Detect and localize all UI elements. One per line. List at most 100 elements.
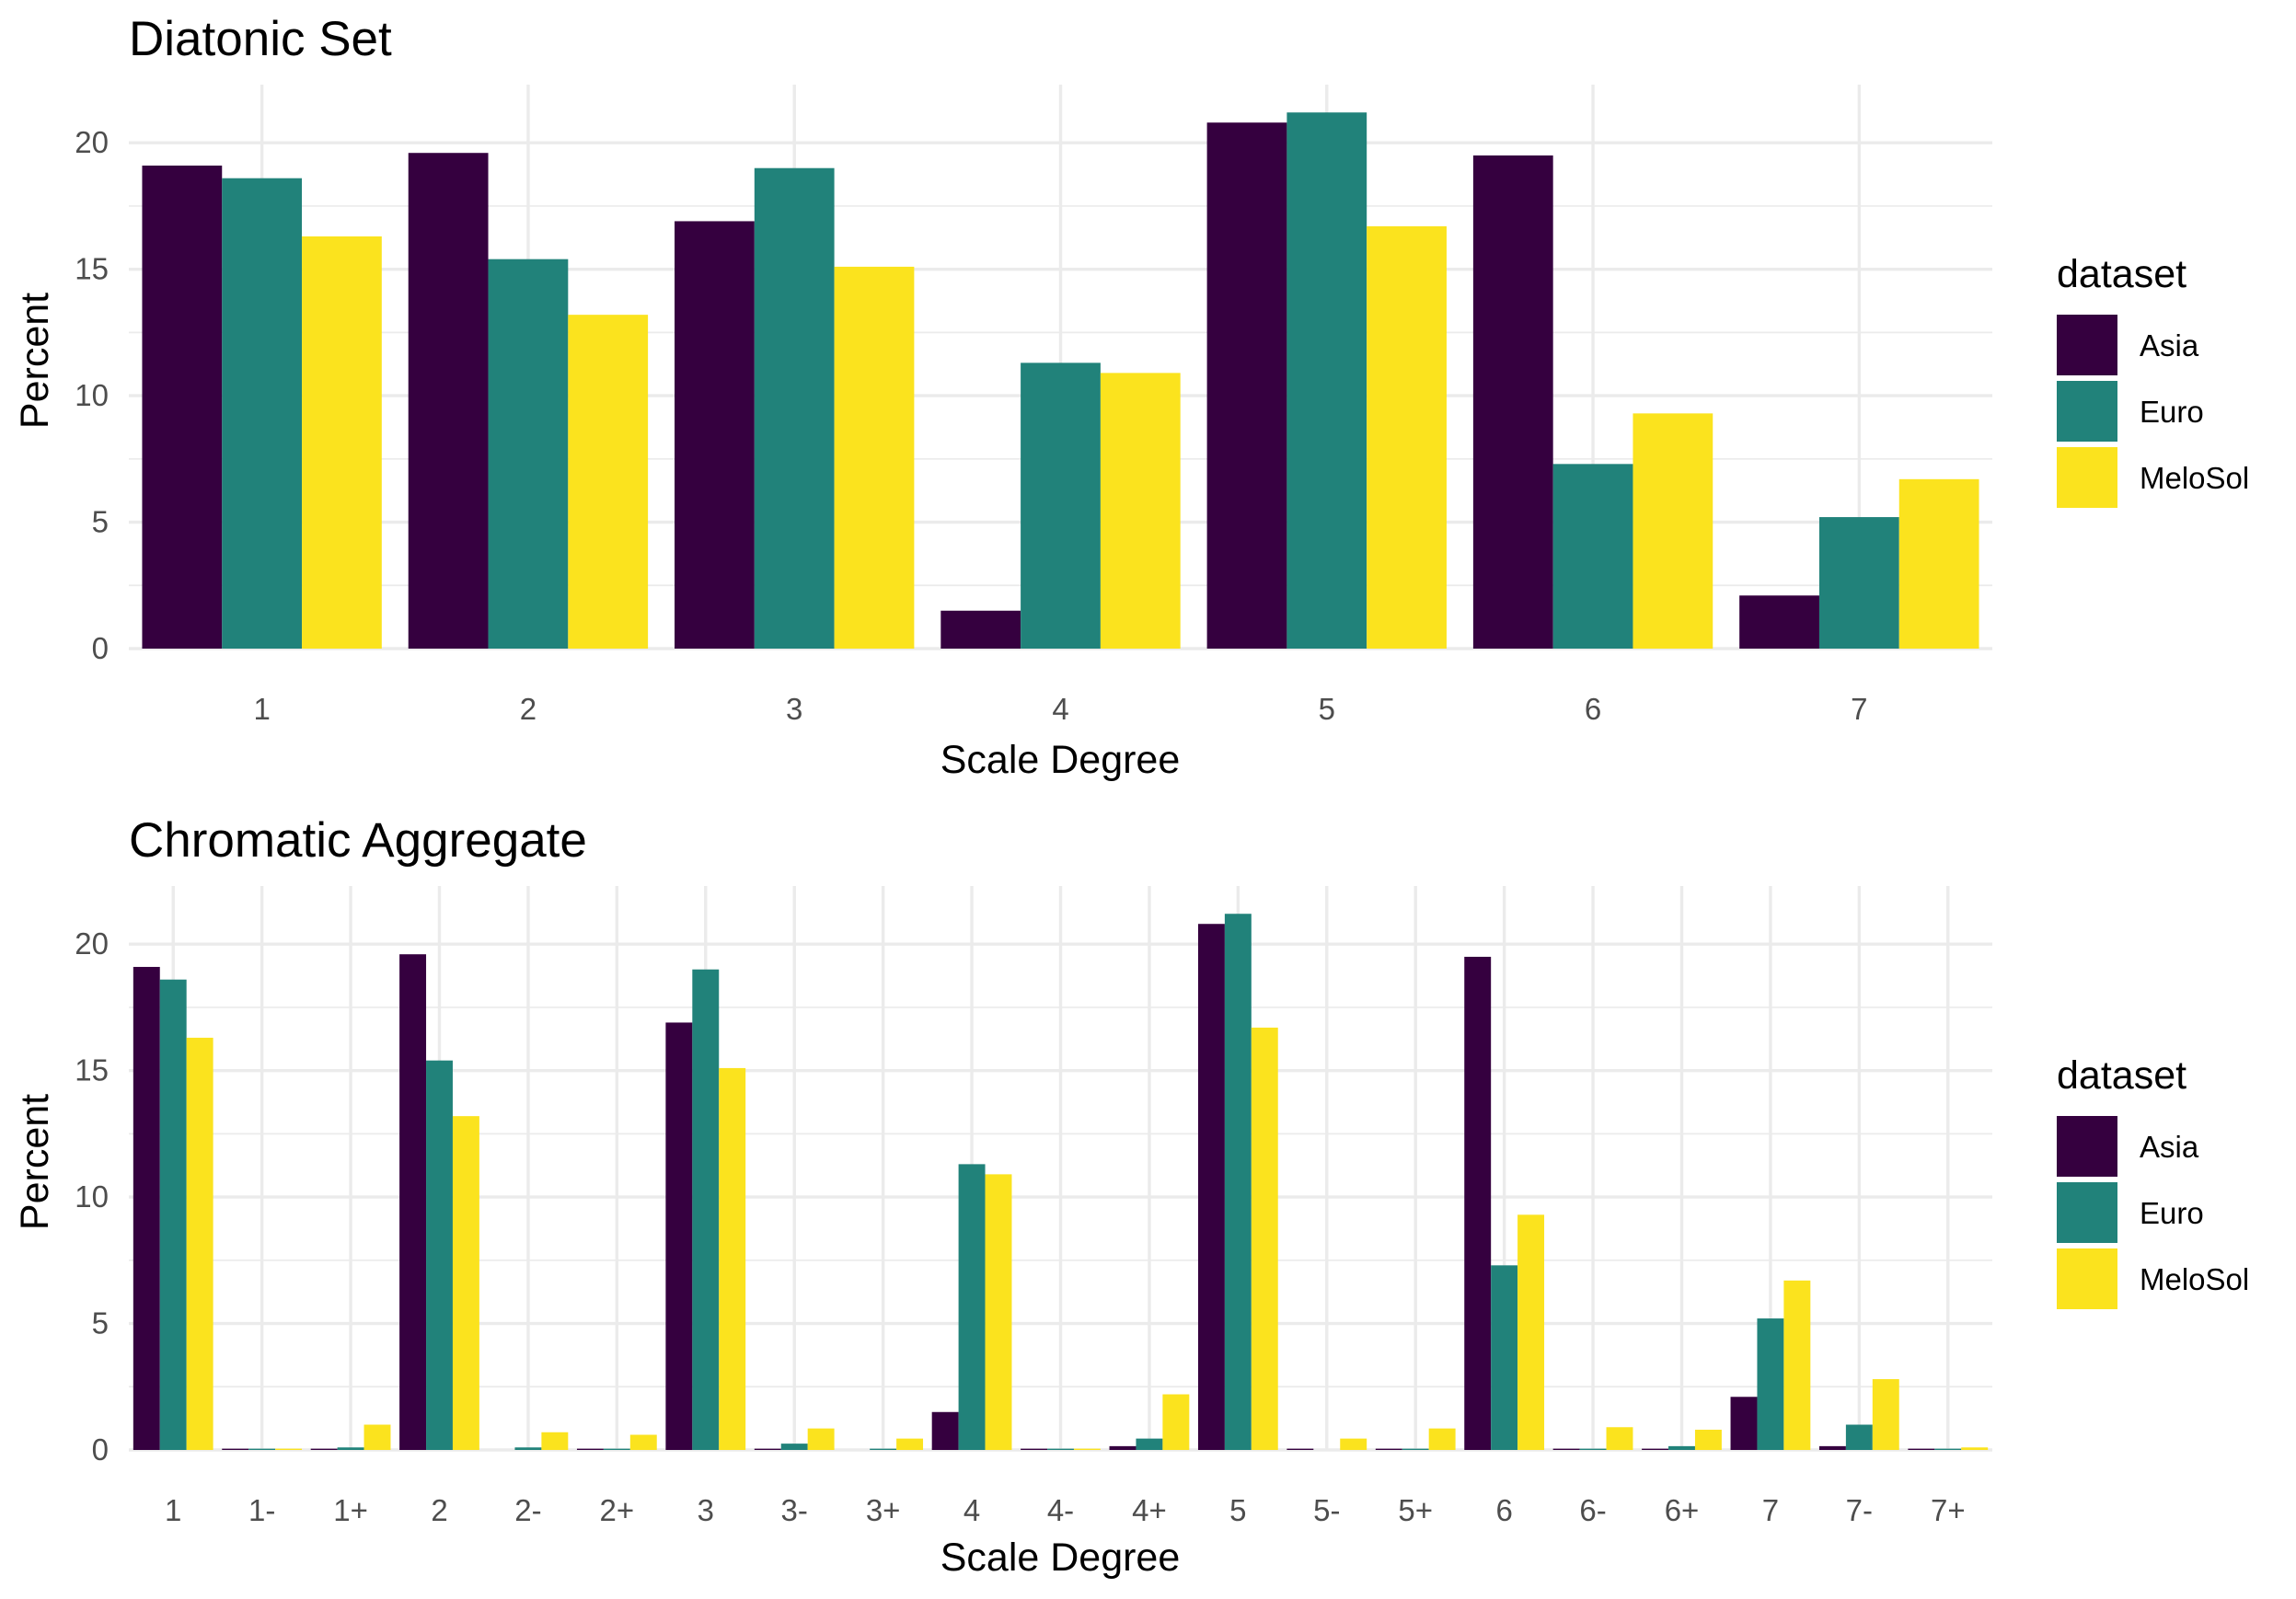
y-tick-label: 20 — [75, 926, 109, 961]
bar-melosol-4+ — [1162, 1394, 1190, 1450]
bar-euro-5+ — [1402, 1448, 1429, 1450]
bar-melosol-2 — [568, 315, 649, 649]
bars — [142, 112, 1979, 650]
x-tick-label: 5+ — [1398, 1493, 1433, 1527]
bar-asia-1+ — [310, 1448, 338, 1450]
bar-asia-5 — [1206, 122, 1287, 650]
bar-asia-2 — [408, 153, 489, 649]
bar-asia-7 — [1739, 595, 1819, 649]
legend-label-euro: Euro — [2140, 1196, 2204, 1230]
bar-melosol-4- — [1073, 1448, 1101, 1450]
bar-asia-4 — [931, 1411, 959, 1450]
bar-melosol-5- — [1340, 1438, 1367, 1450]
x-tick-label: 3- — [781, 1493, 808, 1527]
bar-melosol-4 — [985, 1174, 1012, 1450]
y-tick-label: 15 — [75, 252, 109, 286]
bar-euro-7 — [1818, 517, 1899, 649]
bar-euro-5 — [1286, 112, 1367, 649]
x-axis-title: Scale Degree — [940, 1536, 1181, 1580]
x-tick-label: 1 — [165, 1493, 181, 1527]
y-tick-label: 20 — [75, 125, 109, 159]
bar-melosol-6+ — [1694, 1430, 1722, 1450]
panel-chromatic-aggregate: Chromatic Aggregate 0 5 10 15 20 1 1- 1+ 2 2- 2+ 3… — [13, 813, 2249, 1580]
x-tick-labels: 1 1- 1+ 2 2- 2+ 3 3- 3+ 4 4- 4+ 5 5- 5+ 6 6- 6+ 7 7- 7+ — [165, 1493, 1966, 1527]
bar-asia-1 — [142, 165, 223, 650]
x-axis-title: Scale Degree — [940, 738, 1181, 782]
bar-melosol-5 — [1367, 225, 1447, 649]
bar-melosol-4 — [1100, 373, 1181, 649]
x-tick-label: 1 — [253, 692, 270, 726]
bar-melosol-7- — [1872, 1379, 1899, 1450]
bar-asia-4- — [1021, 1448, 1048, 1450]
bar-asia-3- — [754, 1448, 781, 1450]
bar-asia-7+ — [1908, 1448, 1935, 1450]
bar-euro-1- — [248, 1448, 276, 1450]
bar-asia-4+ — [1109, 1445, 1136, 1450]
y-axis-title: Percent — [13, 1094, 57, 1230]
bar-melosol-5 — [1251, 1027, 1278, 1450]
bar-euro-6- — [1579, 1448, 1607, 1450]
x-tick-label: 3+ — [866, 1493, 901, 1527]
bar-melosol-5+ — [1428, 1428, 1456, 1450]
x-tick-label: 4 — [1052, 692, 1068, 726]
x-tick-label: 7+ — [1931, 1493, 1966, 1527]
y-tick-label: 15 — [75, 1053, 109, 1087]
bar-asia-5+ — [1375, 1448, 1402, 1450]
x-tick-label: 4+ — [1132, 1493, 1167, 1527]
x-tick-label: 6- — [1579, 1493, 1606, 1527]
x-tick-label: 7 — [1851, 692, 1867, 726]
bar-euro-4- — [1047, 1448, 1074, 1450]
x-tick-label: 3 — [698, 1493, 714, 1527]
x-tick-label: 2+ — [600, 1493, 635, 1527]
bar-euro-2+ — [603, 1448, 630, 1450]
legend-label-melosol: MeloSol — [2140, 1262, 2249, 1296]
y-tick-label: 5 — [92, 505, 109, 539]
bar-euro-2- — [514, 1447, 542, 1450]
x-tick-label: 5- — [1313, 1493, 1340, 1527]
bar-melosol-1 — [302, 236, 382, 649]
legend-key-euro — [2057, 1182, 2117, 1243]
legend-label-asia: Asia — [2140, 1130, 2199, 1164]
bar-euro-3 — [754, 167, 835, 649]
legend-key-melosol — [2057, 447, 2117, 508]
legend-items: Asia Euro MeloSol — [2057, 1116, 2249, 1309]
bar-euro-4+ — [1136, 1438, 1163, 1450]
bar-euro-1 — [159, 979, 187, 1450]
bar-asia-1- — [222, 1448, 249, 1450]
bar-asia-2+ — [576, 1448, 604, 1450]
chart-title: Chromatic Aggregate — [129, 813, 587, 868]
y-tick-label: 10 — [75, 1179, 109, 1214]
bar-asia-4 — [940, 610, 1021, 649]
x-tick-label: 4- — [1047, 1493, 1074, 1527]
bar-euro-4 — [1021, 362, 1101, 649]
bar-euro-2 — [488, 259, 569, 649]
bar-melosol-2 — [452, 1116, 479, 1450]
y-tick-label: 5 — [92, 1306, 109, 1340]
bar-euro-7- — [1845, 1424, 1873, 1450]
bar-melosol-7 — [1783, 1280, 1811, 1450]
x-tick-label: 3 — [786, 692, 802, 726]
bar-euro-3+ — [870, 1448, 897, 1450]
x-tick-labels: 1 2 3 4 5 6 7 — [253, 692, 1867, 726]
bar-euro-6 — [1552, 464, 1633, 649]
bar-asia-6+ — [1642, 1448, 1669, 1450]
legend-title: dataset — [2057, 1053, 2186, 1098]
bar-euro-2 — [426, 1060, 453, 1450]
bar-euro-4 — [958, 1164, 986, 1450]
bar-asia-7 — [1730, 1397, 1758, 1450]
bar-euro-7+ — [1934, 1448, 1962, 1450]
legend-items: Asia Euro MeloSol — [2057, 315, 2249, 508]
legend-key-melosol — [2057, 1248, 2117, 1309]
bar-asia-5- — [1286, 1448, 1314, 1450]
bar-melosol-3 — [719, 1067, 746, 1450]
bar-asia-3 — [665, 1022, 693, 1450]
bar-euro-1 — [222, 178, 303, 649]
x-tick-label: 1- — [248, 1493, 275, 1527]
chart-title: Diatonic Set — [129, 12, 392, 66]
bar-asia-7- — [1818, 1445, 1846, 1450]
legend-label-euro: Euro — [2140, 395, 2204, 429]
x-tick-label: 7- — [1846, 1493, 1873, 1527]
x-tick-label: 6 — [1495, 1493, 1512, 1527]
x-tick-label: 5 — [1319, 692, 1335, 726]
